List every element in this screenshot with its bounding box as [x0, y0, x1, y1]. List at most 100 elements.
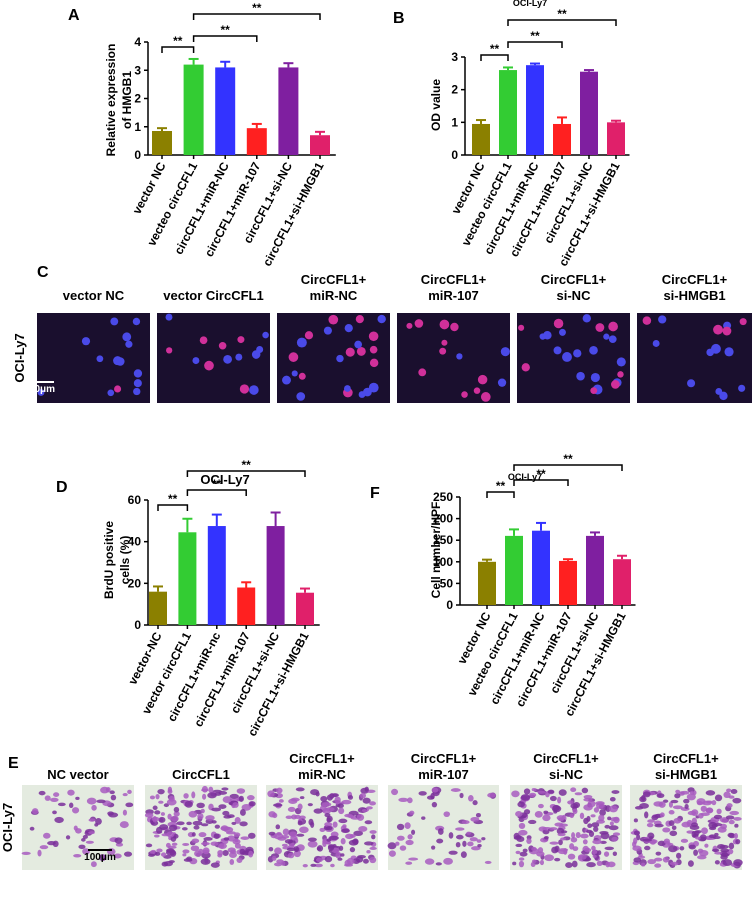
cell: [567, 800, 574, 805]
cell: [632, 845, 642, 851]
error-bar: [482, 558, 492, 562]
cell: [210, 862, 220, 868]
cell: [369, 358, 379, 368]
cell: [161, 861, 169, 867]
y-tick-label: 200: [433, 512, 453, 526]
cell: [725, 815, 735, 820]
cell: [286, 847, 296, 852]
cell: [733, 859, 743, 867]
cell: [203, 837, 213, 841]
cell: [248, 832, 256, 839]
cell: [461, 391, 468, 398]
cell: [543, 810, 549, 814]
cell: [88, 818, 96, 822]
scale-label: 100μm: [84, 852, 116, 863]
cell: [728, 842, 735, 850]
y-tick-label: 2: [451, 83, 458, 97]
cell: [363, 387, 372, 397]
cell: [608, 805, 618, 813]
cell: [443, 811, 451, 818]
cell: [304, 331, 314, 340]
cell: [276, 832, 282, 836]
cell: [584, 847, 592, 853]
micrograph: [266, 785, 378, 870]
y-tick-label: 150: [433, 533, 453, 547]
cell: [94, 823, 99, 827]
bar: [310, 135, 330, 155]
cell: [511, 790, 520, 798]
cell: [38, 790, 46, 796]
cell: [574, 792, 583, 796]
cell: [75, 796, 80, 801]
cell: [721, 852, 729, 857]
cell: [668, 810, 675, 815]
cell: [326, 815, 333, 823]
column-label: miR-107: [418, 767, 469, 782]
cell: [539, 859, 545, 866]
cell: [369, 856, 377, 864]
cell: [190, 845, 200, 852]
y-axis-label: BrdU positive: [102, 521, 116, 599]
cell: [462, 840, 467, 847]
cell: [590, 814, 596, 818]
cell: [604, 824, 610, 829]
cell: [149, 795, 156, 800]
cell: [192, 357, 200, 365]
cell: [204, 360, 214, 371]
cell: [344, 385, 351, 392]
significance-bracket: [186, 489, 247, 496]
cell: [183, 793, 189, 799]
bar: [526, 65, 544, 155]
micrograph: [517, 313, 630, 403]
cell: [287, 852, 295, 859]
cell: [544, 854, 555, 862]
cell: [431, 787, 439, 793]
cell: [567, 853, 576, 860]
cell: [211, 807, 222, 812]
cell: [603, 851, 610, 857]
cell: [537, 803, 544, 809]
cell: [597, 850, 602, 856]
cell: [272, 812, 278, 819]
cell: [523, 809, 531, 815]
cell: [699, 834, 707, 842]
cell: [246, 795, 255, 801]
cell: [456, 834, 464, 840]
cell: [592, 839, 602, 845]
cell: [154, 851, 161, 856]
cell: [518, 829, 528, 836]
cell: [327, 845, 335, 851]
cell: [293, 850, 301, 858]
cell: [388, 850, 396, 857]
cell: [708, 821, 717, 829]
cell: [531, 787, 537, 792]
cell: [726, 803, 733, 808]
cell: [298, 372, 306, 380]
cell: [218, 804, 227, 809]
chart-title: OCI-Ly7: [513, 0, 547, 8]
cell: [559, 328, 566, 336]
cell: [448, 832, 454, 839]
cell: [684, 804, 689, 809]
significance-label: **: [536, 467, 546, 481]
cell: [125, 802, 134, 808]
cell: [652, 340, 660, 347]
cell: [518, 860, 525, 868]
cell: [268, 846, 274, 852]
cell: [414, 319, 424, 328]
micrograph: [630, 785, 743, 870]
cell: [466, 831, 472, 835]
cell: [194, 850, 202, 857]
cell: [199, 336, 208, 345]
significance-label: **: [212, 477, 222, 491]
y-tick-label: 3: [451, 50, 458, 64]
bar: [237, 587, 256, 625]
cell: [338, 807, 345, 815]
cell: [571, 832, 576, 839]
cell: [668, 801, 673, 808]
cell: [558, 789, 567, 796]
cell: [717, 826, 727, 833]
error-bar: [503, 66, 513, 71]
cell: [154, 810, 161, 815]
cell: [335, 851, 342, 859]
